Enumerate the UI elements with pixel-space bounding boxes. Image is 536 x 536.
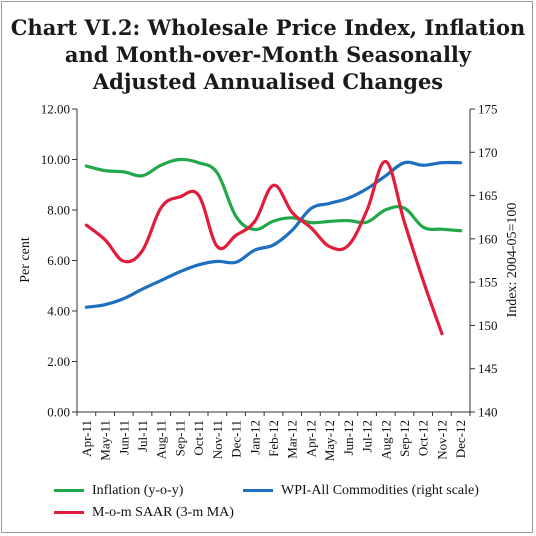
x-tick-label: Dec-12 [453, 420, 468, 458]
y-left-tick-label: 4.00 [47, 304, 70, 319]
legend-label-mom: M-o-m SAAR (3-m MA) [92, 505, 234, 520]
y-right-tick-label: 175 [478, 102, 498, 117]
y-right-tick-label: 140 [478, 405, 498, 420]
chart-axes: 0.00 2.00 4.00 6.00 8.00 10.00 12.00 140 145 150 1… [41, 102, 498, 462]
y-right-tick-label: 170 [478, 145, 498, 160]
y-left-tick-label: 12.00 [41, 102, 70, 117]
x-tick-label: Dec-11 [229, 420, 244, 458]
y-axis-left-label: Per cent [18, 237, 33, 283]
x-tick-label: Jun-11 [116, 420, 131, 455]
legend-label-inflation: Inflation (y-o-y) [92, 483, 184, 498]
x-tick-label: Mar-12 [285, 420, 300, 459]
x-tick-label: May-11 [98, 420, 113, 461]
y-right-tick-label: 155 [478, 275, 498, 290]
x-tick-label: Jun-12 [341, 420, 356, 455]
chart-title: Chart VI.2: Wholesale Price Index, Infla… [0, 14, 536, 95]
y-left-tick-label: 0.00 [47, 405, 70, 420]
chart-title-line-2: and Month-over-Month Seasonally [64, 42, 472, 67]
chart-title-line-3: Adjusted Annualised Changes [92, 69, 444, 94]
chart-title-line-1: Chart VI.2: Wholesale Price Index, Infla… [10, 15, 526, 40]
y-right-tick-label: 150 [478, 318, 498, 333]
y-left-tick-label: 10.00 [41, 152, 70, 167]
x-tick-label: Jul-11 [135, 420, 150, 452]
x-tick-label: Sep-12 [397, 420, 412, 457]
x-tick-label: Nov-12 [434, 420, 449, 460]
legend-swatch-inflation [54, 489, 84, 493]
series-line-wpi [84, 160, 463, 309]
x-tick-label: Feb-12 [266, 420, 281, 457]
y-left-tick-label: 8.00 [47, 203, 70, 218]
x-tick-label: Apr-11 [79, 420, 94, 457]
x-tick-label: Nov-11 [210, 420, 225, 459]
y-left-tick-label: 6.00 [47, 253, 70, 268]
legend-item-inflation: Inflation (y-o-y) [54, 483, 183, 499]
y-right-tick-label: 145 [478, 361, 498, 376]
y-right-tick-label: 165 [478, 188, 498, 203]
x-tick-label: Aug-11 [154, 420, 169, 459]
x-tick-label: Jan-12 [247, 420, 262, 455]
x-tick-label: Apr-12 [303, 420, 318, 457]
y-left-tick-label: 2.00 [47, 354, 70, 369]
legend-item-mom: M-o-m SAAR (3-m MA) [54, 505, 234, 521]
legend-swatch-mom [54, 511, 84, 515]
series-line-mom-saar [84, 159, 444, 336]
y-right-tick-label: 160 [478, 231, 498, 246]
x-tick-label: Oct-11 [191, 420, 206, 456]
x-tick-label: May-12 [322, 420, 337, 461]
legend-label-wpi: WPI-All Commodities (right scale) [281, 483, 479, 498]
x-tick-label: Aug-12 [378, 420, 393, 460]
legend-item-wpi: WPI-All Commodities (right scale) [243, 483, 479, 499]
chart-series [84, 157, 463, 336]
x-tick-label: Oct-12 [416, 420, 431, 456]
legend-swatch-wpi [243, 489, 273, 493]
x-tick-label: Jul-12 [360, 420, 375, 453]
x-tick-label: Sep-11 [172, 420, 187, 456]
y-axis-right-label: Index: 2004-05=100 [505, 203, 520, 318]
